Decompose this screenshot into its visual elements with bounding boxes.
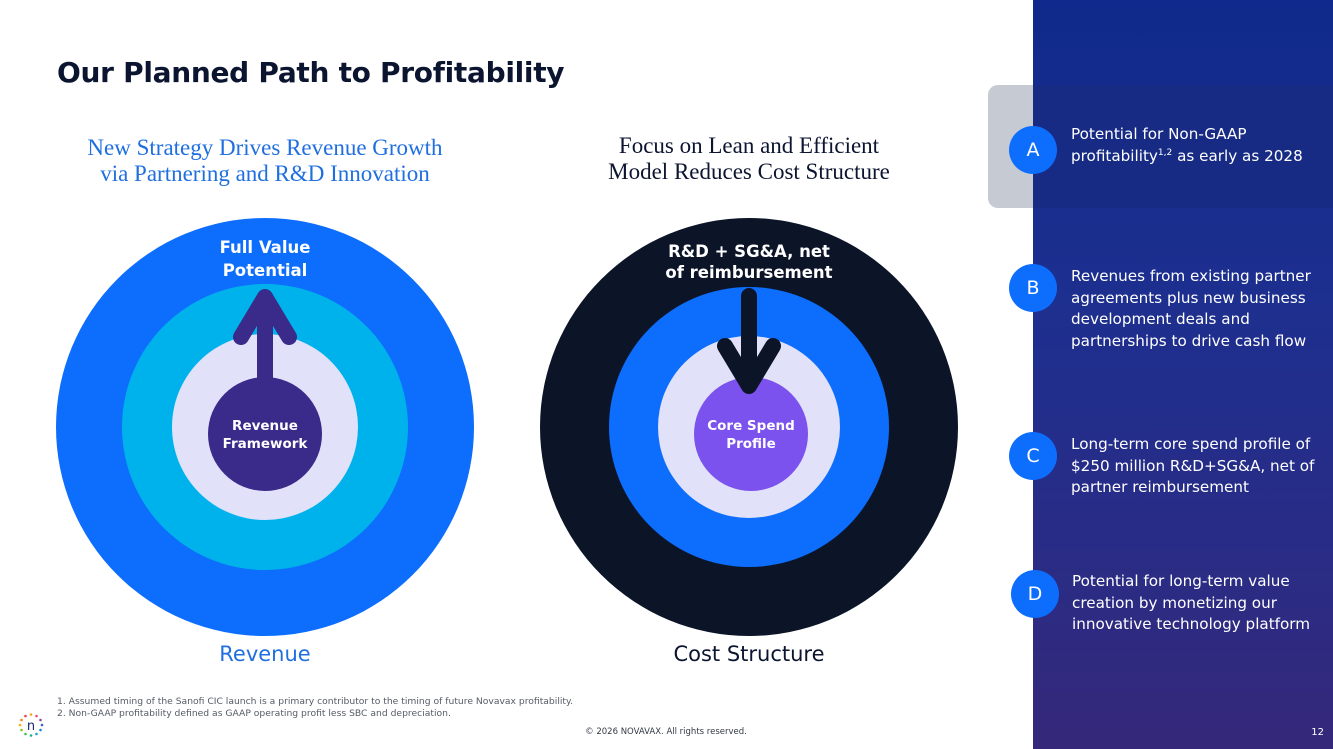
- revenue-heading-line1: New Strategy Drives Revenue Growth: [87, 135, 443, 160]
- revenue-caption: Revenue: [219, 642, 311, 666]
- copyright: © 2026 NOVAVAX. All rights reserved.: [585, 727, 747, 737]
- revenue-heading-line2: via Partnering and R&D Innovation: [100, 161, 430, 186]
- footnote-2: 2. Non-GAAP profitability defined as GAA…: [57, 708, 451, 719]
- novavax-logo-icon: n: [18, 713, 44, 737]
- full-value-label-line1: Full Value: [220, 238, 311, 257]
- logo-letter: n: [27, 719, 35, 734]
- cost-heading: Focus on Lean and Efficient Model Reduce…: [529, 133, 969, 185]
- cost-diagram: R&D + SG&A, net of reimbursement Core Sp…: [540, 218, 958, 636]
- badge-a: A: [1009, 126, 1057, 174]
- page-number: 12: [1311, 727, 1324, 738]
- revenue-core: [208, 377, 322, 491]
- revenue-diagram: Full Value Potential Revenue Framework: [56, 218, 474, 636]
- rd-sga-label-line2: of reimbursement: [665, 263, 832, 282]
- item-c-text: Long-term core spend profile of $250 mil…: [1071, 435, 1315, 497]
- badge-c: C: [1009, 432, 1057, 480]
- badge-d: D: [1011, 570, 1059, 618]
- cost-structure-caption: Cost Structure: [673, 642, 825, 666]
- core-spend-label-line2: Profile: [726, 436, 776, 452]
- cost-heading-line1: Focus on Lean and Efficient: [618, 133, 880, 158]
- revenue-heading: New Strategy Drives Revenue Growth via P…: [45, 135, 485, 187]
- cost-heading-line2: Model Reduces Cost Structure: [608, 159, 890, 184]
- core-spend-label-line1: Core Spend: [707, 418, 795, 434]
- badge-b: B: [1009, 264, 1057, 312]
- down-arrow-icon: [717, 338, 781, 394]
- cost-core: [694, 377, 808, 491]
- revenue-framework-label-line1: Revenue: [232, 418, 298, 434]
- slide-title: Our Planned Path to Profitability: [57, 56, 565, 89]
- target-diagrams: Full Value Potential Revenue Framework R…: [56, 218, 958, 636]
- highlight-card: [988, 85, 1333, 208]
- item-b-text: Revenues from existing partner agreement…: [1071, 267, 1311, 350]
- item-d-text: Potential for long-term value creation b…: [1072, 572, 1311, 634]
- up-arrow-icon: [233, 289, 297, 345]
- footnotes: 1. Assumed timing of the Sanofi CIC laun…: [57, 696, 573, 720]
- full-value-label-line2: Potential: [223, 261, 308, 280]
- revenue-framework-label-line2: Framework: [223, 436, 309, 452]
- item-a-text: Potential for Non-GAAP profitability1,2 …: [1071, 125, 1303, 165]
- rd-sga-label-line1: R&D + SG&A, net: [668, 242, 830, 261]
- footnote-1: 1. Assumed timing of the Sanofi CIC laun…: [57, 696, 574, 707]
